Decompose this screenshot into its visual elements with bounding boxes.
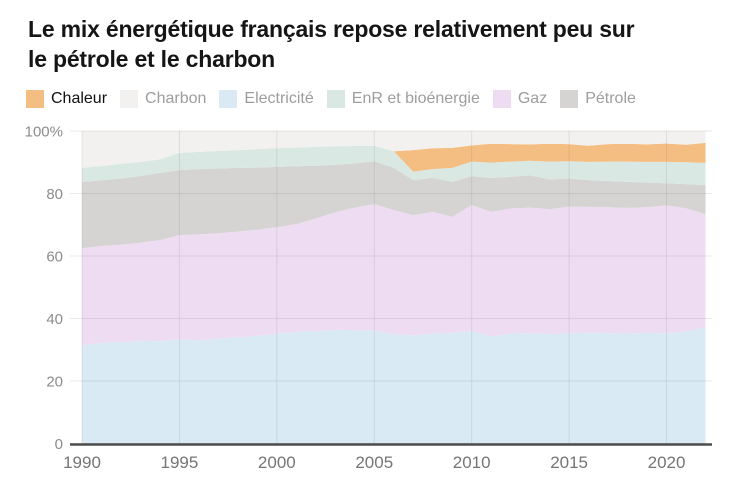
legend-label-charbon: Charbon (145, 90, 207, 107)
legend-swatch-charbon (120, 90, 139, 108)
legend-item-charbon[interactable]: Charbon (120, 90, 206, 108)
area-enr-et-bioenergie[interactable] (82, 145, 706, 186)
legend-label-chaleur: Chaleur (51, 90, 108, 107)
y-tick-label-20: 20 (46, 374, 63, 391)
legend-item-petrole[interactable]: Pétrole (560, 90, 636, 108)
y-tick-label-80: 80 (46, 186, 63, 203)
legend-item-gaz[interactable]: Gaz (492, 90, 548, 108)
legend-item-electricite[interactable]: Electricité (219, 90, 314, 108)
legend-item-enr-et-bioenergie[interactable]: EnR et bioénergie (326, 90, 480, 108)
legend-label-enr-et-bioenergie: EnR et bioénergie (351, 90, 480, 107)
y-tick-label-0: 0 (55, 436, 63, 453)
chart-title-line1: Le mix énergétique français repose relat… (28, 16, 635, 42)
x-tick-label-2005: 2005 (355, 453, 393, 472)
legend-swatch-enr-et-bioenergie (326, 90, 345, 108)
legend-swatch-petrole (560, 90, 579, 108)
x-tick-label-1995: 1995 (161, 453, 199, 472)
y-tick-label-40: 40 (46, 311, 63, 328)
legend-label-petrole: Pétrole (585, 90, 636, 107)
legend: Chaleur Charbon Electricité EnR et bioénerg… (26, 90, 740, 108)
y-axis-labels: 0 20 40 60 80 100% (25, 124, 63, 454)
x-tick-label-2020: 2020 (648, 453, 686, 472)
area-charbon[interactable] (82, 131, 706, 168)
x-tick-label-2000: 2000 (258, 453, 296, 472)
legend-swatch-gaz (492, 90, 511, 108)
area-series-group (82, 131, 706, 444)
x-axis-labels: 1990 1995 2000 2005 2010 2015 2020 (63, 453, 685, 472)
x-tick-label-2015: 2015 (550, 453, 588, 472)
legend-swatch-chaleur (26, 90, 44, 108)
y-tick-label-100: 100% (25, 124, 63, 141)
area-gaz[interactable] (82, 204, 706, 346)
x-tick-label-2010: 2010 (453, 453, 491, 472)
area-chaleur[interactable] (82, 142, 706, 172)
chart-title-line2: le pétrole et le charbon (28, 46, 275, 72)
chart-title: Le mix énergétique français repose relat… (0, 0, 740, 74)
stacked-area-chart: 0 20 40 60 80 100% 1990 1995 2000 2005 2010 2015 202… (25, 124, 712, 472)
y-tick-label-60: 60 (46, 249, 63, 266)
legend-swatch-electricite (219, 90, 238, 108)
legend-label-gaz: Gaz (517, 90, 548, 107)
area-electricite[interactable] (82, 327, 706, 444)
legend-label-electricite: Electricité (244, 90, 314, 107)
legend-item-chaleur[interactable]: Chaleur (26, 90, 107, 108)
x-tick-label-1990: 1990 (63, 453, 101, 472)
area-petrole[interactable] (82, 161, 706, 249)
